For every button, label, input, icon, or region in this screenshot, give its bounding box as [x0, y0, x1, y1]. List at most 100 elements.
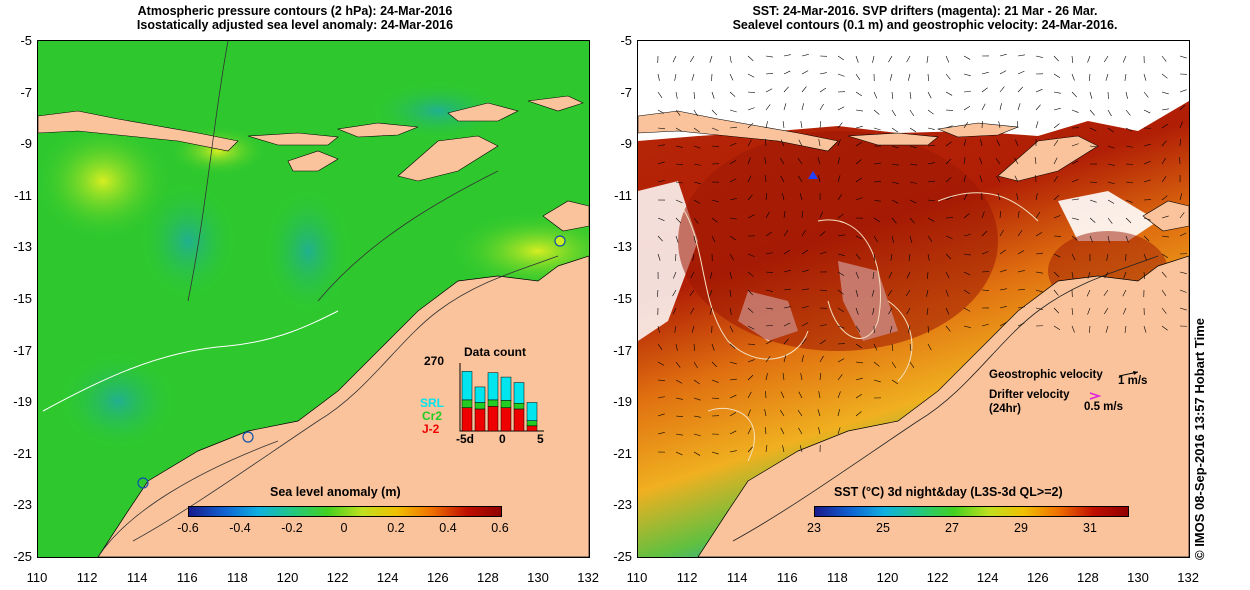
velocity-arrow [1104, 55, 1109, 63]
velocity-arrows [656, 53, 1188, 456]
velocity-arrow [837, 193, 842, 201]
velocity-arrow [1034, 157, 1037, 165]
velocity-arrow [1103, 289, 1109, 296]
velocity-arrow [819, 87, 826, 93]
track-marker [137, 477, 149, 489]
velocity-arrow [1071, 235, 1078, 241]
velocity-arrow [1161, 235, 1169, 238]
left-colorbar [188, 506, 502, 517]
velocity-arrow [1125, 91, 1128, 99]
left-y-tick: -15 [13, 291, 32, 306]
velocity-arrow [855, 235, 863, 240]
velocity-arrow [747, 271, 754, 277]
left-map-panel: Data count 270 SRL Cr2 J-2 -5d 0 5 Sea l… [37, 40, 590, 558]
left-y-tick: -11 [14, 187, 32, 203]
left-colorbar-tick: -0.2 [281, 521, 303, 535]
velocity-arrow [889, 325, 893, 333]
velocity-arrow [797, 410, 803, 417]
cloud-mask [638, 41, 1189, 141]
velocity-arrow [657, 161, 665, 165]
velocity-arrow [1107, 235, 1110, 243]
velocity-arrow [1161, 325, 1168, 331]
velocity-arrow [729, 235, 736, 241]
velocity-arrow [782, 193, 785, 201]
velocity-arrow [1053, 215, 1061, 219]
velocity-arrow [906, 271, 911, 279]
velocity-arrow [657, 179, 665, 183]
velocity-arrow [1161, 215, 1169, 219]
velocity-arrow [1017, 322, 1025, 327]
velocity-arrow [963, 139, 967, 147]
velocity-arrow [855, 271, 859, 279]
velocity-arrow [1086, 289, 1091, 297]
right-y-tick: -25 [613, 549, 632, 564]
velocity-arrow [872, 307, 875, 315]
velocity-arrow [819, 211, 824, 219]
velocity-arrow [887, 289, 893, 296]
velocity-arrow [782, 121, 785, 129]
velocity-arrow [1122, 307, 1127, 315]
velocity-arrow [674, 325, 677, 333]
velocity-arrow [963, 175, 966, 183]
data-count-bar-cr2 [513, 403, 525, 410]
velocity-arrow [1125, 145, 1133, 148]
velocity-arrow [873, 162, 881, 165]
velocity-arrow [693, 235, 696, 243]
velocity-arrow [765, 289, 773, 292]
geostrophic-arrow-icon [1118, 371, 1139, 377]
velocity-arrow [1071, 325, 1075, 333]
data-count-bar-j2 [474, 408, 486, 432]
velocity-arrow [1179, 212, 1185, 219]
velocity-arrow [888, 55, 893, 63]
velocity-arrow [909, 181, 917, 184]
left-x-tick: 112 [76, 570, 98, 585]
velocity-arrow [1087, 271, 1091, 279]
right-y-tick: -11 [614, 187, 632, 203]
velocity-arrow [782, 445, 785, 453]
velocity-arrow [765, 356, 771, 363]
velocity-arrow [819, 339, 826, 345]
velocity-arrow [981, 251, 989, 255]
velocity-arrow [711, 127, 719, 131]
velocity-arrow [1179, 121, 1183, 129]
velocity-arrow [981, 87, 988, 93]
velocity-arrow [1053, 157, 1058, 165]
sea-level-map [38, 41, 589, 557]
velocity-arrow [1088, 73, 1091, 81]
sealevel-contour [887, 300, 913, 382]
velocity-arrow [891, 127, 898, 133]
velocity-arrow [711, 235, 716, 243]
data-count-bar-cr2 [487, 399, 499, 407]
velocity-arrow [1014, 175, 1019, 183]
left-colorbar-tick: 0.4 [439, 521, 457, 535]
right-x-tick: 124 [976, 570, 999, 585]
velocity-arrow [873, 379, 881, 383]
right-y-tick: -9 [620, 136, 632, 152]
velocity-arrow [855, 91, 862, 97]
velocity-arrow [963, 193, 968, 201]
velocity-arrow [747, 157, 751, 165]
velocity-arrow [729, 361, 737, 365]
velocity-arrow [729, 394, 737, 399]
velocity-arrow [888, 307, 893, 315]
left-x-tick: 114 [126, 570, 148, 585]
velocity-arrow [1017, 288, 1025, 291]
velocity-arrow [1161, 157, 1166, 165]
velocity-arrow [999, 322, 1007, 327]
velocity-arrow [675, 109, 681, 116]
velocity-arrow [798, 427, 803, 435]
data-count-chart [459, 363, 544, 432]
velocity-arrow [747, 391, 752, 399]
velocity-arrow [783, 211, 786, 219]
velocity-arrow [783, 86, 789, 93]
velocity-arrow [1161, 73, 1168, 79]
data-count-bar-srl [513, 382, 525, 404]
drifter-unit: 0.5 m/s [1084, 401, 1123, 413]
island [287, 150, 339, 172]
velocity-arrow [963, 307, 971, 312]
velocity-arrow [765, 324, 773, 327]
velocity-arrow [819, 324, 827, 327]
velocity-arrow [709, 289, 713, 297]
velocity-arrow [657, 379, 665, 381]
velocity-arrow [675, 433, 683, 436]
